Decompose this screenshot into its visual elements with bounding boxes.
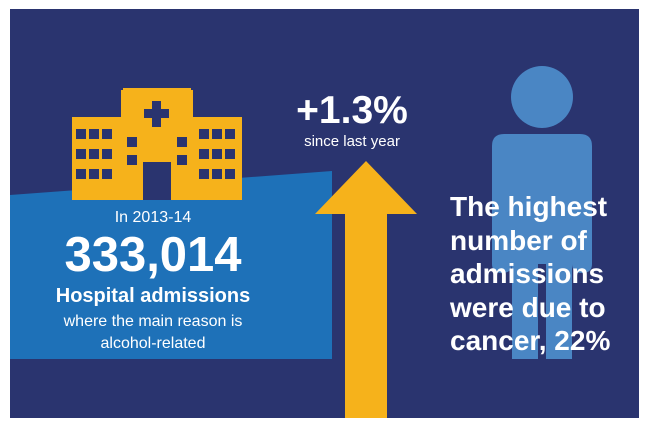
description-line-1: where the main reason is — [63, 313, 243, 330]
hospital-building-icon — [72, 88, 242, 200]
description-line-2: alcohol-related — [100, 334, 206, 352]
fact-line-3: admissions — [450, 258, 605, 290]
up-arrow-icon — [315, 161, 417, 418]
fact-line-4: were due to — [450, 291, 606, 323]
period-label: In 2013-14 — [114, 209, 192, 226]
admissions-count: 333,014 — [64, 228, 242, 282]
fact-line-5: cancer, 22% — [450, 325, 611, 357]
highlight-fact: The highest number of admissions were du… — [450, 190, 635, 358]
infographic-panel: In 2013-14 333,014 Hospital admissions w… — [10, 9, 639, 418]
person-icon — [492, 66, 592, 359]
scene-graphics — [10, 66, 592, 418]
admissions-label: Hospital admissions — [55, 285, 251, 307]
change-percent: +1.3% — [296, 89, 408, 132]
blue-banner — [10, 171, 332, 359]
since-label: since last year — [304, 133, 400, 150]
admissions-description: where the main reason is alcohol-related — [28, 311, 278, 354]
fact-line-1: The highest — [450, 191, 608, 222]
fact-line-2: number of — [450, 224, 587, 256]
